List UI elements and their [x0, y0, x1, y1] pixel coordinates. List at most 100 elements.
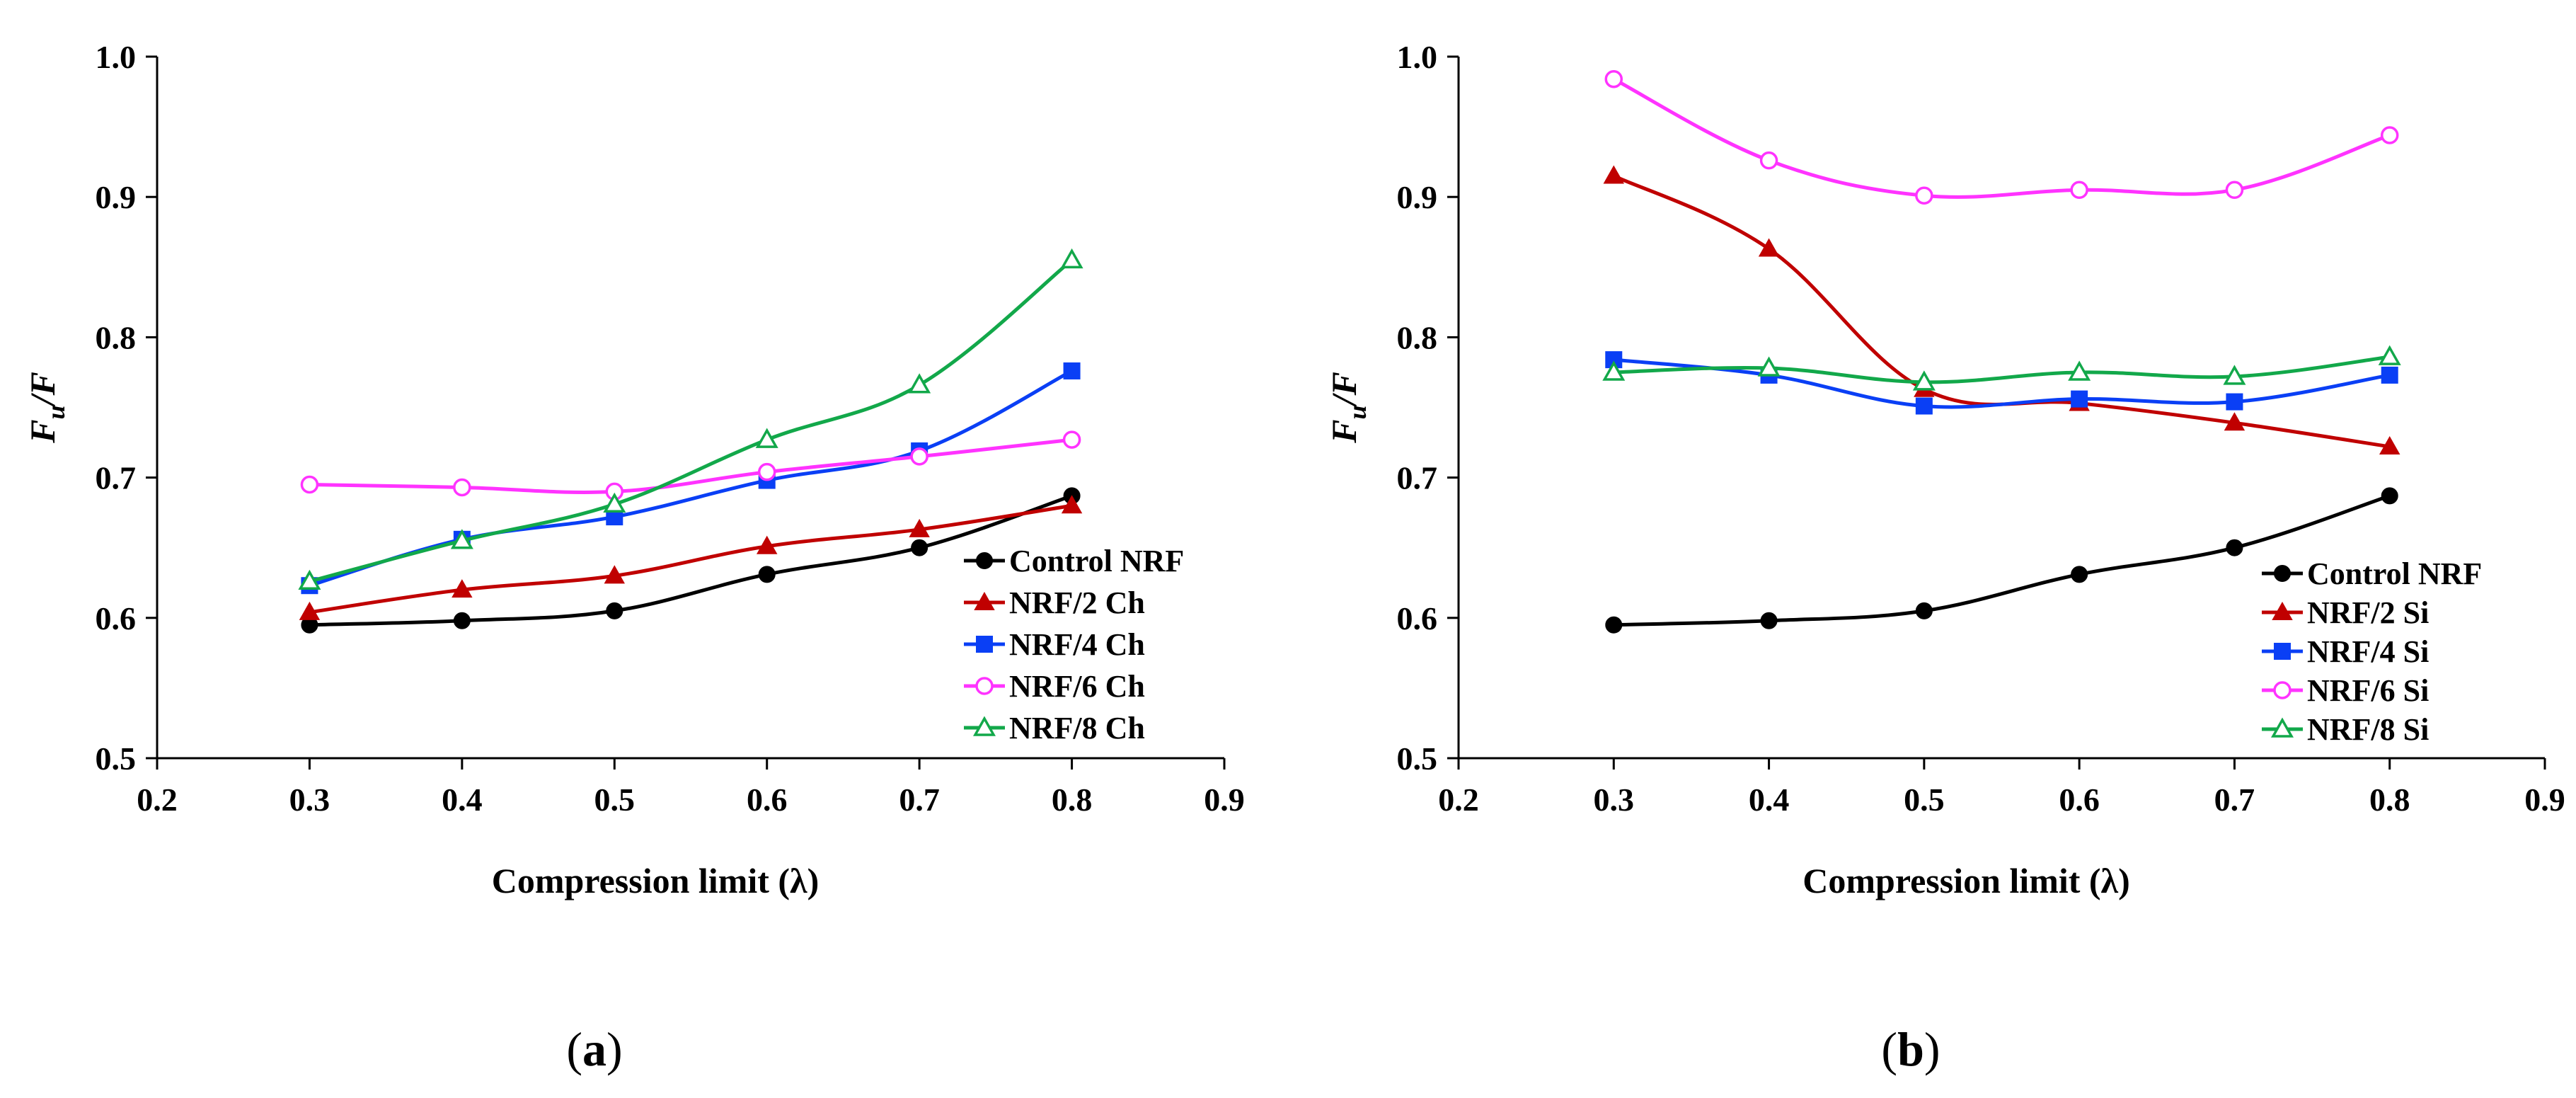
panel-b-data-point — [2378, 345, 2401, 365]
panel-a-x-tick-label: 0.3 — [289, 782, 330, 818]
panel-a-data-point — [604, 565, 625, 584]
legend-marker — [976, 636, 993, 653]
panel-a-data-point — [909, 518, 930, 537]
panel-a-data-point — [299, 601, 321, 620]
panel-b-series-line — [1613, 77, 2391, 199]
panel-b-series-0 — [1605, 487, 2398, 634]
y-title-f: F — [1324, 419, 1364, 443]
panel-b-x-tick-label: 0.4 — [1749, 782, 1790, 818]
panel-b-data-point — [2379, 435, 2400, 454]
caption-letter: a — [582, 1022, 606, 1076]
panel-a-data-point — [452, 579, 473, 598]
y-title-sub: u — [1343, 405, 1372, 419]
panel-b-series-line — [1614, 358, 2391, 409]
panel-b-series-line — [1614, 355, 2391, 384]
legend-marker — [2274, 565, 2291, 582]
caption-close: ) — [1924, 1022, 1940, 1076]
panel-a-data-point — [908, 373, 931, 394]
panel-b-data-point — [1758, 238, 1780, 257]
panel-a-data-point — [1061, 495, 1083, 514]
panel-a-chart: 0.5 0.6 0.7 0.8 0.9 1.0 0.2 0.3 0.4 0.5 0.6 0.7 0.8 0… — [23, 39, 1245, 1076]
panel-b-data-point — [1757, 356, 1781, 377]
panel-a-series-3 — [300, 430, 1081, 501]
panel-b-series-1 — [1603, 165, 2400, 454]
legend-marker — [2274, 643, 2291, 660]
panel-b-data-point — [2068, 360, 2091, 381]
panel-a-x-tick-label: 0.7 — [899, 782, 940, 818]
panel-a-data-point — [910, 447, 928, 466]
panel-b-data-point — [2381, 366, 2398, 384]
panel-b-y-tick-label: 0.9 — [1397, 179, 1438, 215]
panel-b-x-tick-label: 0.5 — [1904, 782, 1945, 818]
y-title-rest: /F — [1324, 372, 1364, 408]
panel-b-data-point — [1603, 165, 1624, 184]
panel-a-y-axis-title: Fu/F — [23, 372, 70, 444]
legend-marker — [974, 591, 995, 610]
legend-label: Control NRF — [1009, 544, 1184, 578]
panel-b-data-point — [1602, 360, 1626, 381]
panel-a-data-point — [757, 535, 778, 554]
panel-b-chart: 0.5 0.6 0.7 0.8 0.9 1.0 0.2 0.3 0.4 0.5 0.6 0.7 0.8 0… — [1324, 39, 2565, 1076]
panel-b-data-point — [1759, 151, 1778, 170]
panel-b-data-point — [1604, 69, 1623, 88]
panel-a-y-tick-label: 0.8 — [96, 319, 137, 355]
panel-b-y-axis-title: Fu/F — [1324, 372, 1372, 444]
legend-label: NRF/4 Si — [2307, 634, 2429, 669]
panel-a-data-point — [1062, 430, 1081, 449]
panel-a-data-point — [1063, 362, 1081, 379]
panel-a-x-tick-label: 0.8 — [1052, 782, 1093, 818]
panel-a-series-line — [309, 438, 1072, 494]
panel-b-series-2 — [1605, 351, 2398, 415]
panel-a-series-line — [309, 493, 1073, 627]
panel-b-data-point — [1605, 616, 1623, 634]
panel-a-y-tick-label: 0.9 — [96, 179, 137, 215]
panel-b-x-tick-label: 0.7 — [2214, 782, 2255, 818]
panel-b-series-3 — [1604, 69, 2399, 205]
panel-b-data-point — [2071, 390, 2088, 408]
panel-b-y-tick-label: 1.0 — [1397, 39, 1438, 75]
panel-b-y-tick-label: 0.5 — [1397, 740, 1438, 777]
panel-b-data-point — [2380, 126, 2399, 144]
caption-open: ( — [566, 1022, 582, 1076]
panel-b-data-point — [1912, 370, 1936, 391]
panel-b-data-point — [1915, 186, 1933, 205]
panel-b-data-point — [2226, 393, 2243, 411]
panel-a-series-4 — [298, 248, 1083, 590]
legend-marker — [2273, 681, 2292, 699]
panel-b-data-point — [2381, 487, 2398, 505]
legend-label: NRF/2 Ch — [1009, 585, 1145, 620]
legend-marker — [973, 716, 996, 736]
caption-open: ( — [1881, 1022, 1897, 1076]
panel-a-y-tick-label: 1.0 — [96, 39, 137, 75]
panel-b-y-tick-label: 0.6 — [1397, 600, 1438, 636]
panel-b-x-tick-label: 0.6 — [2059, 782, 2100, 818]
panel-b-data-point — [1760, 612, 1778, 629]
legend-label: NRF/6 Ch — [1009, 669, 1145, 704]
panel-a-x-tick-label: 0.9 — [1204, 782, 1245, 818]
legend-marker — [976, 552, 993, 569]
y-title-sub: u — [42, 405, 70, 419]
panel-b-y-tick-label: 0.8 — [1397, 319, 1438, 355]
panel-a-x-axis-title: Compression limit (λ) — [492, 861, 820, 900]
panel-b-x-tick-label: 0.8 — [2369, 782, 2410, 818]
legend-label: NRF/2 Si — [2307, 595, 2429, 630]
panel-b-data-point — [2226, 539, 2243, 556]
panel-a-data-point — [758, 566, 776, 583]
panel-b-legend: Control NRF NRF/2 Si NRF/4 Si NRF/6 Si NRF/8… — [2262, 556, 2482, 747]
panel-b-series-4 — [1602, 345, 2401, 391]
y-title-rest: /F — [23, 372, 62, 408]
panel-a-caption: (a) — [566, 1022, 622, 1076]
panel-a-series-0 — [301, 487, 1081, 634]
panel-a-data-point — [911, 539, 928, 556]
legend-label: NRF/4 Ch — [1009, 627, 1145, 662]
panel-a-x-tick-label: 0.2 — [137, 782, 178, 818]
panel-a-series-line — [309, 503, 1072, 614]
panel-b-x-axis-title: Compression limit (λ) — [1802, 861, 2130, 900]
panel-a-x-tick-label: 0.4 — [442, 782, 483, 818]
legend-marker — [975, 677, 994, 695]
panel-a-x-tick-label: 0.6 — [747, 782, 788, 818]
panel-a-y-tick-label: 0.6 — [96, 600, 137, 636]
panel-a-legend: Control NRF NRF/2 Ch NRF/4 Ch NRF/6 Ch NRF/8… — [964, 544, 1184, 745]
panel-a-data-point — [606, 602, 623, 619]
panel-a-data-point — [603, 492, 626, 513]
